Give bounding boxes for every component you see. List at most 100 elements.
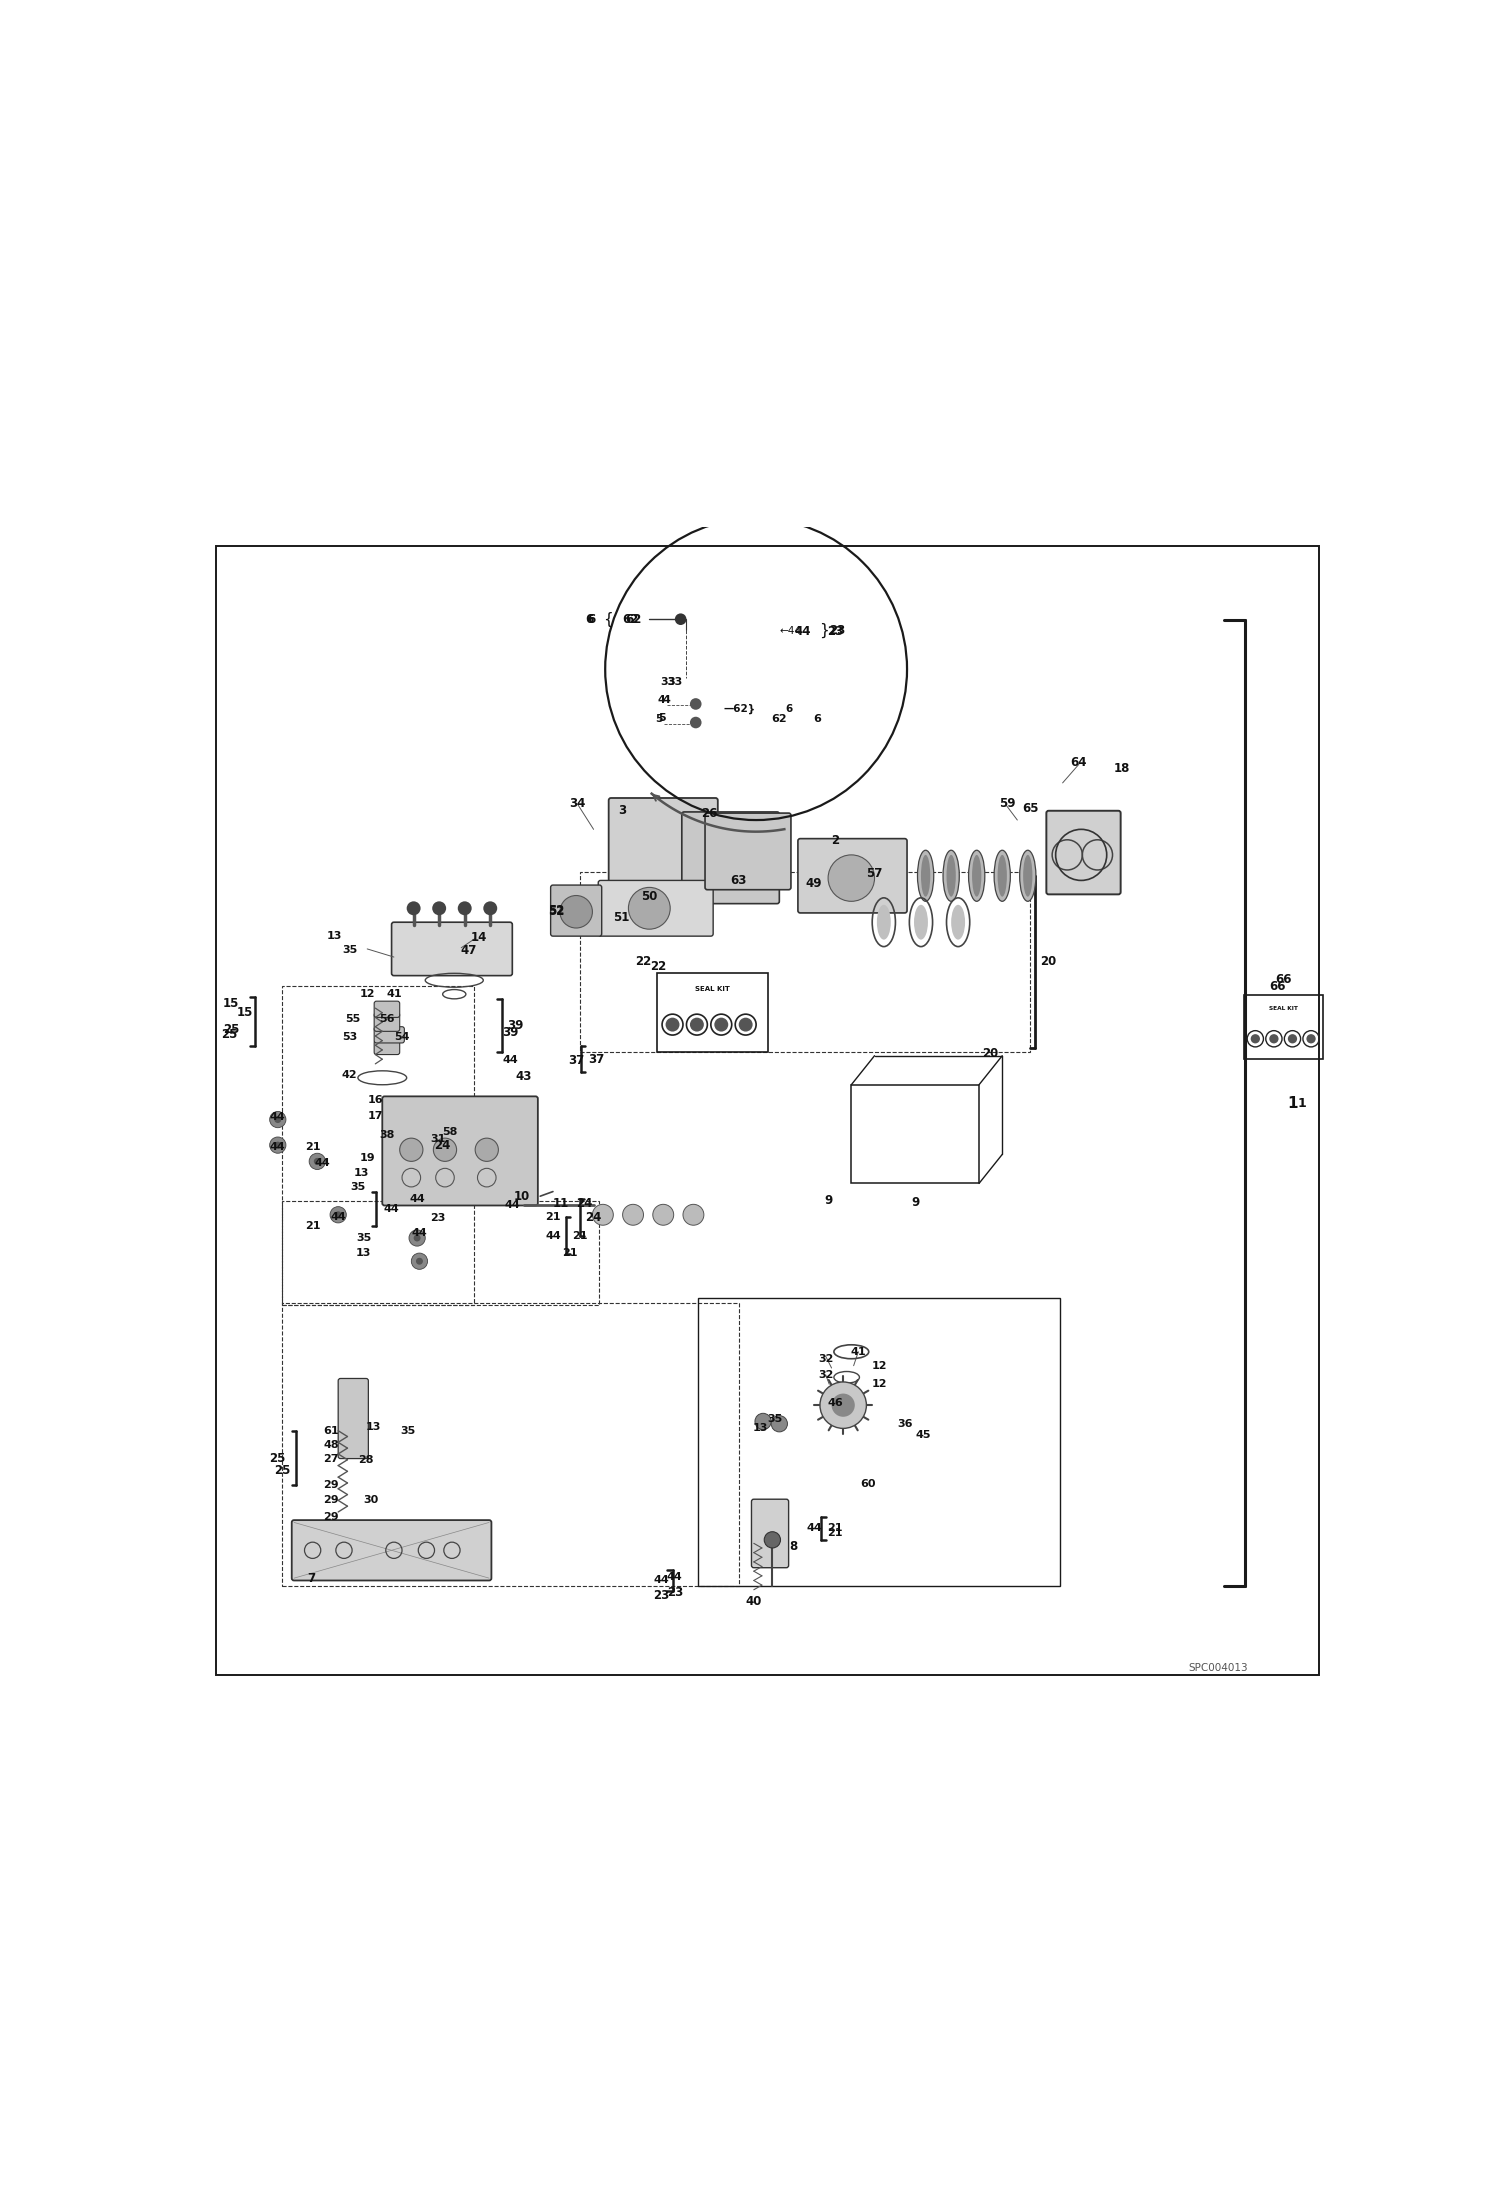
Bar: [1243, 996, 1323, 1060]
FancyBboxPatch shape: [382, 1097, 538, 1205]
FancyBboxPatch shape: [551, 884, 602, 937]
Circle shape: [1306, 1033, 1315, 1044]
Circle shape: [715, 1018, 728, 1031]
Text: 59: 59: [999, 796, 1016, 810]
Text: 44: 44: [502, 1055, 518, 1066]
Text: 54: 54: [394, 1031, 410, 1042]
FancyBboxPatch shape: [391, 921, 512, 976]
Text: 38: 38: [379, 1130, 394, 1139]
Text: 11: 11: [553, 1196, 569, 1209]
Text: 29: 29: [324, 1512, 339, 1523]
Text: 25: 25: [274, 1463, 291, 1477]
Ellipse shape: [921, 856, 930, 897]
Text: 16: 16: [367, 1095, 383, 1106]
Text: 44: 44: [545, 1231, 560, 1240]
Text: SEAL KIT: SEAL KIT: [1269, 1005, 1297, 1011]
Text: 41: 41: [386, 989, 401, 998]
Circle shape: [475, 1139, 499, 1161]
Circle shape: [1269, 1033, 1279, 1044]
Text: 65: 65: [1022, 803, 1038, 814]
Text: 23: 23: [653, 1588, 670, 1602]
Text: 9: 9: [911, 1196, 920, 1209]
Circle shape: [334, 1211, 342, 1218]
Circle shape: [274, 1141, 282, 1150]
Text: 12: 12: [872, 1380, 887, 1389]
Text: 9: 9: [824, 1194, 833, 1207]
Text: 23: 23: [667, 1586, 683, 1599]
Text: 21: 21: [827, 1523, 843, 1534]
Text: 35: 35: [767, 1415, 782, 1424]
Text: 29: 29: [324, 1496, 339, 1505]
Text: 25: 25: [270, 1452, 286, 1466]
Text: 44: 44: [330, 1211, 346, 1222]
Text: 46: 46: [827, 1398, 843, 1409]
FancyBboxPatch shape: [339, 1378, 369, 1459]
Bar: [283, 1200, 599, 1305]
Text: 42: 42: [342, 1071, 358, 1079]
Bar: [580, 873, 1031, 1053]
Text: SEAL KIT: SEAL KIT: [695, 985, 730, 992]
Ellipse shape: [1020, 851, 1037, 902]
Text: 55: 55: [346, 1014, 361, 1025]
FancyBboxPatch shape: [1046, 812, 1121, 895]
Text: 37: 37: [587, 1053, 604, 1066]
Text: 18: 18: [1113, 764, 1129, 774]
Ellipse shape: [951, 904, 965, 939]
Circle shape: [270, 1136, 286, 1154]
Text: 12: 12: [360, 989, 374, 998]
Text: 15: 15: [237, 1007, 253, 1020]
Text: 1: 1: [1287, 1095, 1297, 1110]
Text: —62}: —62}: [724, 704, 756, 713]
Text: 23: 23: [827, 625, 843, 638]
Text: 5: 5: [655, 713, 662, 724]
Text: 37: 37: [568, 1053, 584, 1066]
Text: 41: 41: [851, 1347, 866, 1356]
Circle shape: [623, 1205, 644, 1224]
Ellipse shape: [914, 904, 927, 939]
Text: 53: 53: [342, 1031, 358, 1042]
Text: 10: 10: [514, 1189, 530, 1202]
Text: 62: 62: [771, 713, 786, 724]
Text: 22: 22: [635, 954, 652, 968]
Text: 22: 22: [650, 959, 667, 972]
Text: 13: 13: [753, 1424, 768, 1433]
FancyBboxPatch shape: [798, 838, 906, 913]
Circle shape: [628, 886, 670, 930]
Text: 15: 15: [223, 996, 240, 1009]
Text: 62: 62: [625, 612, 641, 625]
Circle shape: [691, 1018, 704, 1031]
Text: 25: 25: [223, 1022, 240, 1036]
Circle shape: [691, 698, 701, 711]
Circle shape: [313, 1158, 321, 1165]
Text: 32: 32: [818, 1369, 833, 1380]
Text: 32: 32: [818, 1354, 833, 1365]
Text: 19: 19: [360, 1152, 374, 1163]
Text: 17: 17: [367, 1110, 383, 1121]
Circle shape: [828, 856, 875, 902]
Text: 24: 24: [434, 1139, 451, 1152]
Circle shape: [458, 902, 472, 915]
Text: 24: 24: [586, 1211, 602, 1224]
Bar: [283, 985, 473, 1305]
Text: 21: 21: [306, 1222, 321, 1231]
Text: 39: 39: [508, 1018, 524, 1031]
Text: ←44: ←44: [780, 625, 801, 636]
Text: 44: 44: [505, 1200, 520, 1211]
Circle shape: [406, 902, 421, 915]
Text: 4: 4: [658, 695, 665, 706]
FancyBboxPatch shape: [608, 799, 718, 891]
Text: 6: 6: [813, 713, 821, 724]
Ellipse shape: [972, 856, 981, 897]
FancyBboxPatch shape: [374, 1040, 400, 1055]
FancyBboxPatch shape: [682, 812, 779, 904]
Circle shape: [831, 1393, 855, 1417]
Text: 58: 58: [442, 1128, 457, 1136]
Circle shape: [560, 895, 592, 928]
Circle shape: [412, 1253, 427, 1270]
Text: 20: 20: [983, 1047, 999, 1060]
Text: SPC004013: SPC004013: [1188, 1663, 1248, 1672]
Text: 13: 13: [354, 1167, 369, 1178]
Text: 20: 20: [1041, 954, 1056, 968]
Text: 60: 60: [860, 1479, 875, 1490]
Circle shape: [674, 614, 686, 625]
